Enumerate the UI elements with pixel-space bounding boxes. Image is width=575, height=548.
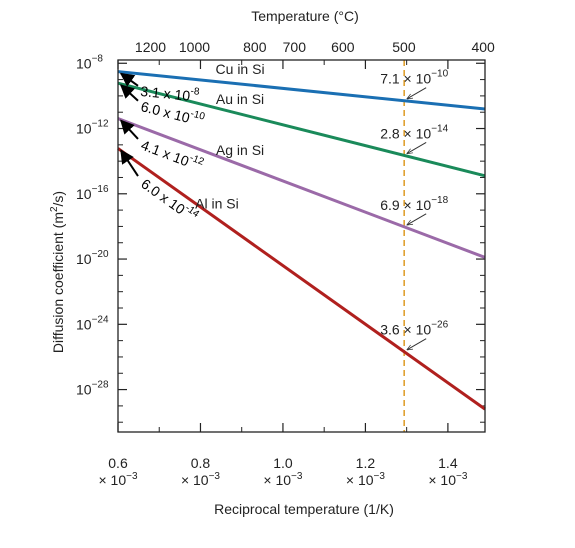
x-tick-multiplier: × 10−3 (181, 471, 220, 488)
x-tick-multiplier: × 10−3 (346, 471, 385, 488)
top-tick-label: 400 (471, 39, 495, 55)
y-tick-label: 10−12 (76, 119, 109, 137)
x-tick-mult-exp: −3 (126, 471, 138, 482)
top-tick-label: 500 (392, 39, 416, 55)
intercept-exp: -12 (188, 152, 206, 168)
x-tick-mult-exp: −3 (374, 471, 386, 482)
series-line (117, 147, 486, 411)
x-tick-mult-exp: −3 (291, 471, 303, 482)
value-arrow (407, 142, 427, 153)
value-exp: −18 (431, 195, 448, 206)
series-name-label: Al in Si (195, 196, 239, 212)
y-tick-label: 10−16 (76, 184, 109, 202)
label-layer: Cu in Si Au in Si Ag in Si Al in Si 7.1 × 10… (119, 61, 449, 350)
intercept-arrow (119, 72, 139, 87)
series-layer (117, 60, 486, 432)
value-arrow (407, 87, 427, 99)
intercept-arrow (120, 119, 139, 140)
x-tick-label: 1.2 (356, 455, 376, 471)
y-tick-label: 10−24 (76, 314, 109, 332)
value-base: 3.6 × 10 (380, 322, 431, 338)
series-line (117, 81, 486, 178)
value-at-500c-label: 3.6 × 10−26 (380, 320, 448, 338)
intercept-arrow (119, 84, 139, 102)
series-name-label: Ag in Si (216, 142, 264, 158)
x-tick-mult-exp: −3 (209, 471, 221, 482)
value-base: 2.8 × 10 (380, 125, 431, 141)
y-tick-label: 10−8 (76, 53, 103, 71)
intercept-arrow (120, 149, 139, 177)
value-at-500c-label: 2.8 × 10−14 (380, 123, 448, 141)
x-tick-mult-base: × 10 (98, 472, 126, 488)
intercept-base: 4.1 x 10 (139, 137, 191, 170)
value-base: 6.9 × 10 (380, 197, 431, 213)
y-tick-base: 10 (76, 251, 92, 267)
series-name-label: Cu in Si (216, 61, 265, 77)
y-tick-exp: −8 (92, 53, 104, 64)
top-tick-label: 800 (243, 39, 267, 55)
x-axis-title: Reciprocal temperature (1/K) (214, 501, 394, 517)
value-arrow (407, 338, 427, 350)
intercept-base: 3.1 x 10 (140, 83, 191, 104)
top-tick-label: 1000 (179, 39, 210, 55)
x-tick-mult-exp: −3 (456, 471, 468, 482)
x-tick-multiplier: × 10−3 (98, 471, 137, 488)
x-tick-label: 0.6 (108, 455, 128, 471)
y-tick-base: 10 (76, 186, 92, 202)
tick-layer: 0.6× 10−30.8× 10−31.0× 10−31.2× 10−31.4×… (76, 39, 495, 488)
x-tick-multiplier: × 10−3 (263, 471, 302, 488)
plot-frame (117, 59, 486, 433)
y-tick-base: 10 (76, 121, 92, 137)
y-tick-label: 10−28 (76, 380, 109, 398)
y-tick-exp: −16 (92, 184, 109, 195)
value-exp: −10 (431, 69, 448, 80)
y-tick-base: 10 (76, 55, 92, 71)
value-at-500c-label: 7.1 × 10−10 (380, 69, 448, 87)
series-line (117, 117, 486, 259)
x-tick-mult-base: × 10 (263, 472, 291, 488)
top-tick-label: 600 (331, 39, 355, 55)
top-tick-label: 1200 (135, 39, 166, 55)
x-tick-mult-base: × 10 (428, 472, 456, 488)
value-exp: −26 (431, 320, 448, 331)
x-tick-label: 0.8 (191, 455, 211, 471)
y-tick-exp: −28 (92, 380, 109, 391)
value-exp: −14 (431, 123, 448, 134)
y-tick-exp: −20 (92, 249, 109, 260)
y-tick-base: 10 (76, 382, 92, 398)
top-axis-title: Temperature (°C) (251, 8, 359, 24)
y-tick-label: 10−20 (76, 249, 109, 267)
x-tick-mult-base: × 10 (346, 472, 374, 488)
y-tick-exp: −24 (92, 314, 109, 325)
value-arrow (407, 213, 427, 225)
value-at-500c-label: 6.9 × 10−18 (380, 195, 448, 213)
top-tick-label: 700 (283, 39, 307, 55)
series-line (117, 70, 486, 111)
x-tick-label: 1.0 (273, 455, 293, 471)
y-axis-title: Diffusion coefficient (m2/s) (49, 191, 66, 353)
y-tick-base: 10 (76, 316, 92, 332)
value-base: 7.1 × 10 (380, 71, 431, 87)
x-tick-multiplier: × 10−3 (428, 471, 467, 488)
y-tick-exp: −12 (92, 119, 109, 130)
intercept-exp: -10 (189, 108, 206, 122)
intercept-label: 3.1 x 10-8 (140, 81, 201, 105)
series-name-label: Au in Si (216, 91, 264, 107)
x-tick-mult-base: × 10 (181, 472, 209, 488)
x-tick-label: 1.4 (438, 455, 458, 471)
intercept-exp: -8 (190, 86, 200, 98)
